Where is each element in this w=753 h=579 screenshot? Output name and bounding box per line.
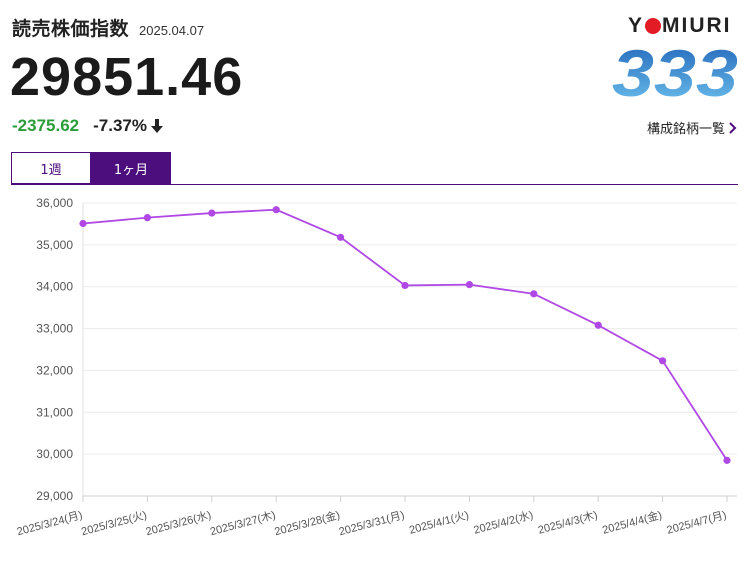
x-tick-label: 2025/3/28(金) [273, 507, 342, 538]
y-tick-label: 33,000 [36, 322, 73, 336]
data-point [208, 209, 216, 217]
x-tick-label: 2025/3/27(木) [209, 508, 277, 538]
change-absolute: -2375.62 [12, 116, 80, 135]
data-point [659, 357, 667, 365]
y-tick-label: 34,000 [36, 280, 73, 294]
components-list-label: 構成銘柄一覧 [646, 122, 725, 137]
data-point [465, 281, 473, 289]
change-row: -2375.62 -7.37% [12, 116, 163, 136]
data-point [530, 290, 538, 298]
data-point [401, 281, 409, 290]
index-line-chart: 36,000 35,000 34,000 33,000 32,000 31,000 30,0… [16, 196, 737, 538]
index-date: 2025.04.07 [139, 23, 205, 38]
x-tick-label: 2025/3/25(火) [80, 509, 148, 538]
y-tick-label: 29,000 [36, 489, 73, 503]
y-tick-label: 36,000 [36, 196, 73, 210]
data-point [143, 214, 151, 222]
data-point [272, 206, 280, 214]
chevron-right-icon [729, 121, 737, 134]
y-tick-label: 30,000 [36, 447, 73, 461]
x-tick-label: 2025/4/2(水) [472, 508, 534, 536]
x-tick-label: 2025/4/7(月) [666, 509, 728, 536]
index-price: 29851.46 [10, 47, 244, 107]
period-tabs: 1週 1ヶ月 [11, 152, 171, 184]
down-arrow-icon [151, 119, 163, 133]
x-tick-label: 2025/4/1(火) [408, 509, 470, 536]
tab-1-week[interactable]: 1週 [11, 152, 91, 184]
index-header: 読売株価指数 2025.04.07 [12, 14, 204, 41]
logo-number: 333 [612, 40, 738, 100]
x-tick-label: 2025/4/3(木) [537, 508, 599, 536]
x-tick-label: 2025/3/31(月) [338, 509, 406, 538]
y-tick-label: 35,000 [36, 238, 73, 252]
logo-red-dot [645, 18, 662, 34]
logo-333-mark: 333 [612, 40, 738, 100]
data-point [337, 233, 345, 241]
data-point [723, 456, 731, 464]
x-tick-label: 2025/3/24(月) [16, 509, 84, 538]
components-list-link[interactable]: 構成銘柄一覧 [647, 118, 737, 137]
change-percent-group: -7.37% [93, 116, 163, 136]
data-point [79, 219, 87, 228]
logo-wordmark: Y MIURI [628, 14, 732, 37]
x-tick-label: 2025/3/26(水) [144, 508, 212, 538]
data-point [594, 321, 602, 329]
tab-1-month[interactable]: 1ヶ月 [91, 152, 171, 184]
y-tick-label: 32,000 [36, 363, 73, 377]
yomiuri-333-logo: Y MIURI 333 [612, 14, 742, 102]
series-line [82, 208, 728, 461]
x-tick-label: 2025/4/4(金) [601, 507, 664, 536]
y-tick-label: 31,000 [36, 405, 73, 419]
tab-underline [11, 184, 738, 185]
index-title: 読売株価指数 [12, 18, 130, 40]
change-percent: -7.37% [93, 116, 147, 135]
